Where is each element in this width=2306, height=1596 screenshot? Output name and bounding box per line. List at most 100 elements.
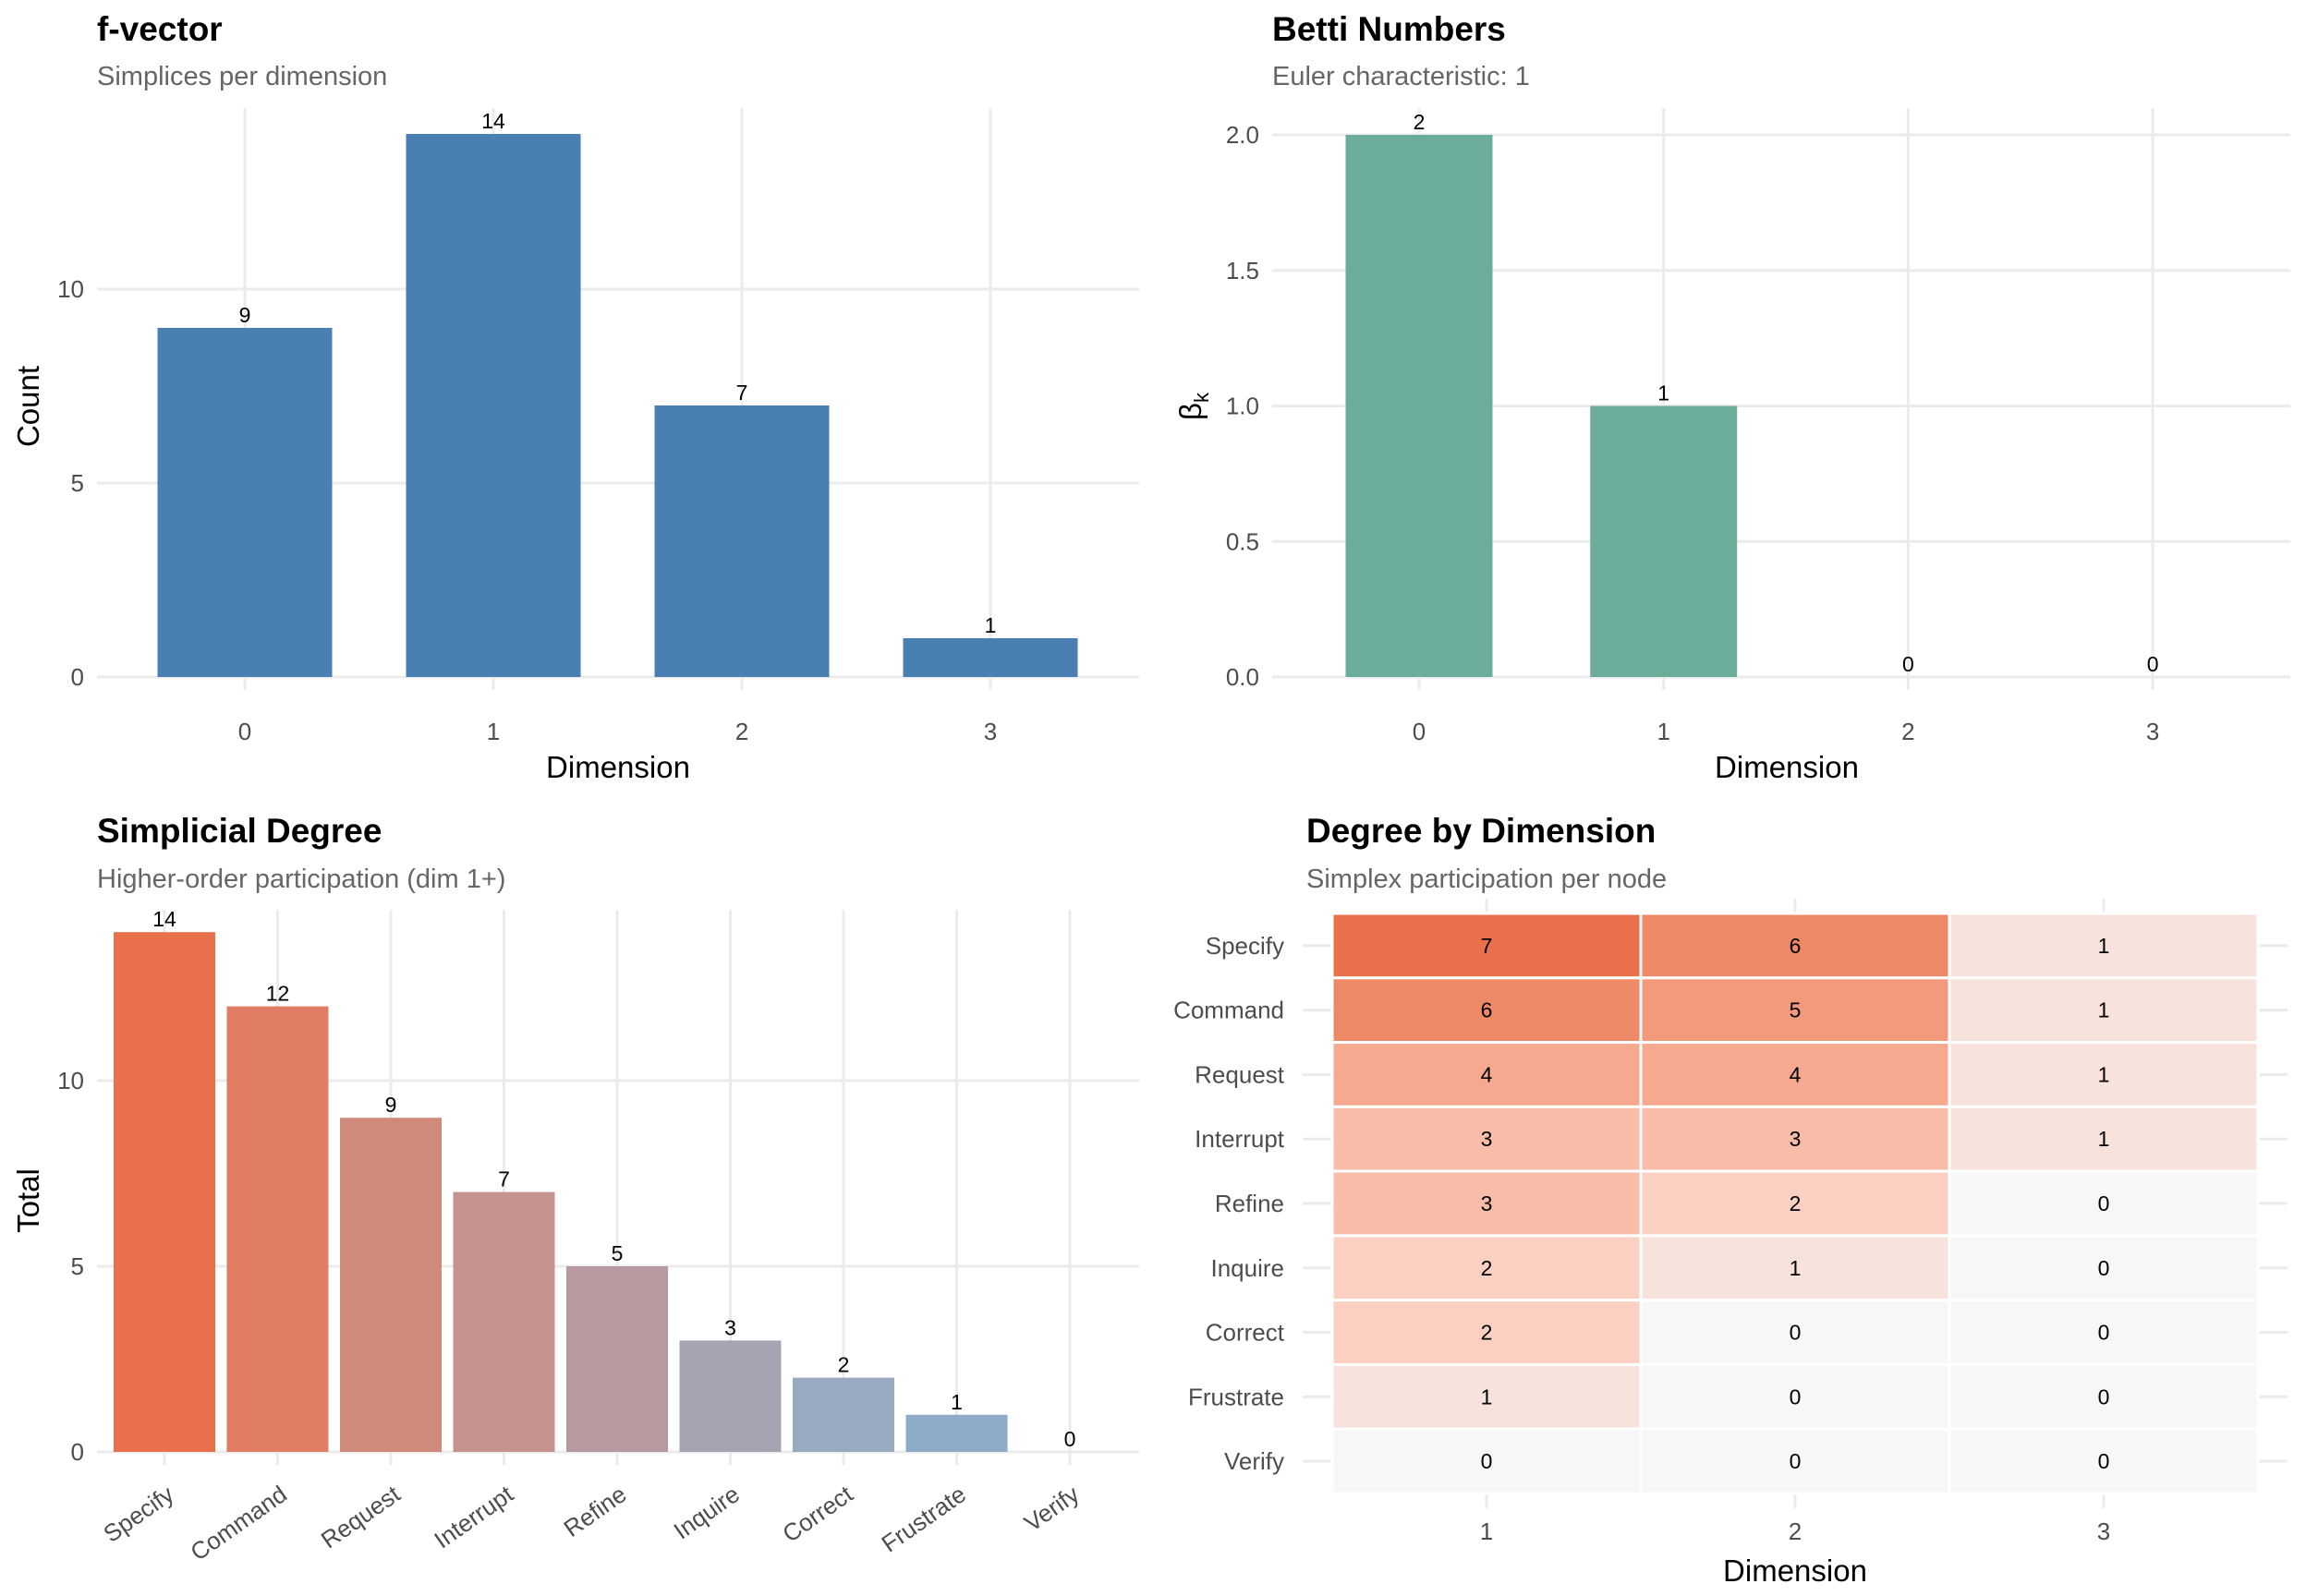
heatmap-cell	[1639, 1105, 1951, 1173]
heatmap-cell-value: 2	[1481, 1256, 1493, 1280]
heatmap-cell	[1330, 1427, 1643, 1495]
heatmap-cell	[1330, 912, 1643, 980]
y-tick-label: Verify	[1224, 1447, 1284, 1475]
betti-x-axis-title: Dimension	[1715, 750, 1859, 784]
heatmap-cell	[1948, 912, 2260, 980]
x-tick-label: 2	[1901, 718, 1914, 745]
heatmap-cell	[1948, 1169, 2260, 1238]
heatmap-x-ticks: 1 2 3	[1480, 1517, 2110, 1545]
x-tick-label: Refine	[559, 1480, 632, 1542]
panel-betti: Betti Numbers Euler characteristic: 1 2 1…	[1173, 10, 2290, 784]
heatmap-cell	[1948, 976, 2260, 1045]
degree-data-labels: 14 12 9 7 5 3 2 1 0	[152, 907, 1075, 1451]
data-label: 2	[838, 1353, 850, 1377]
y-tick-label: Specify	[1206, 932, 1284, 960]
data-label: 12	[266, 982, 290, 1006]
fvector-y-ticks: 0 5 10	[57, 275, 84, 691]
degree-y-axis-title: Total	[11, 1168, 45, 1233]
data-label: 2	[1414, 110, 1426, 134]
heatmap-cell-value: 1	[1790, 1256, 1802, 1280]
y-tick-label: 1.0	[1226, 393, 1259, 420]
y-tick-label: 5	[71, 469, 84, 497]
x-tick-label: 3	[2097, 1517, 2110, 1545]
heatmap-title: Degree by Dimension	[1306, 812, 1656, 850]
heatmap-cell	[1639, 1234, 1951, 1302]
heatmap-cells: 7 6 1 6 5 1 4 4 1 3 3 1 3 2 0 2 1 0 2 0 0 1 0 0 0 0 0	[1330, 912, 2260, 1495]
degree-subtitle: Higher-order participation (dim 1+)	[97, 864, 505, 894]
y-tick-label: 1.5	[1226, 257, 1259, 284]
fvector-title: f-vector	[97, 10, 223, 48]
x-tick-label: 1	[487, 718, 500, 745]
heatmap-cell	[1948, 1427, 2260, 1495]
betti-y-axis-title: βk	[1173, 392, 1213, 420]
bar-correct	[793, 1377, 894, 1452]
x-tick-label: 2	[735, 718, 748, 745]
x-tick-label: Verify	[1019, 1480, 1084, 1537]
bar-frustrate	[905, 1414, 1008, 1452]
y-tick-label: Correct	[1206, 1319, 1285, 1347]
panel-fvector: f-vector Simplices per dimension 9 14 7 1 0…	[11, 10, 1139, 784]
y-tick-label: Frustrate	[1188, 1383, 1284, 1410]
heatmap-cell-value: 2	[1481, 1321, 1493, 1345]
x-tick-label: Interrupt	[429, 1480, 518, 1554]
heatmap-cell-value: 3	[1481, 1191, 1493, 1215]
heatmap-cell-value: 4	[1790, 1062, 1802, 1086]
x-tick-label: 3	[2146, 718, 2159, 745]
fvector-x-axis-title: Dimension	[546, 750, 690, 784]
data-label: 14	[152, 907, 176, 931]
x-tick-label: Inquire	[669, 1480, 745, 1544]
betti-y-axis-subscript: k	[1190, 392, 1213, 403]
heatmap-cell	[1948, 1362, 2260, 1431]
heatmap-cell-value: 0	[2098, 1256, 2110, 1280]
bar-request	[340, 1118, 442, 1452]
y-tick-label: Request	[1195, 1060, 1285, 1088]
heatmap-cell-value: 0	[1481, 1449, 1493, 1473]
data-label: 5	[612, 1241, 624, 1265]
heatmap-cell-value: 0	[1790, 1321, 1802, 1345]
x-tick-label: 0	[1413, 718, 1426, 745]
heatmap-cell	[1330, 1105, 1643, 1173]
fvector-y-axis-title: Count	[11, 366, 45, 447]
heatmap-cell-value: 1	[2098, 1127, 2110, 1151]
y-tick-label: 0.5	[1226, 527, 1259, 555]
heatmap-cell	[1948, 1105, 2260, 1173]
degree-x-ticks: Specify Command Request Interrupt Refine Inqu…	[98, 1480, 1084, 1566]
heatmap-x-axis-title: Dimension	[1723, 1554, 1867, 1588]
betti-title: Betti Numbers	[1272, 10, 1506, 48]
betti-x-ticks: 0 1 2 3	[1413, 718, 2160, 745]
y-tick-label: 10	[57, 1067, 84, 1094]
data-label: 7	[498, 1167, 510, 1191]
x-tick-label: 3	[984, 718, 997, 745]
heatmap-cell	[1330, 1041, 1643, 1108]
data-label: 7	[736, 381, 748, 405]
heatmap-cell	[1948, 1041, 2260, 1108]
x-tick-label: 1	[1480, 1517, 1493, 1545]
bar-3	[903, 638, 1078, 677]
heatmap-cell-value: 2	[1790, 1191, 1802, 1215]
heatmap-cell-value: 0	[2098, 1321, 2110, 1345]
x-tick-label: Request	[316, 1480, 406, 1554]
y-tick-label: Refine	[1215, 1190, 1284, 1217]
bar-specify	[114, 932, 215, 1452]
fvector-bars	[157, 134, 1078, 677]
x-tick-label: 0	[238, 718, 251, 745]
x-tick-label: Frustrate	[877, 1480, 971, 1557]
bar-0	[1345, 135, 1493, 677]
y-tick-label: 0	[71, 1438, 84, 1466]
data-label: 9	[239, 303, 251, 327]
heatmap-cell	[1330, 1234, 1643, 1302]
x-tick-label: Command	[185, 1480, 291, 1566]
y-tick-label: 10	[57, 275, 84, 303]
data-label: 14	[481, 109, 505, 133]
heatmap-cell-value: 3	[1790, 1127, 1802, 1151]
fvector-data-labels: 9 14 7 1	[239, 109, 997, 637]
bar-command	[226, 1006, 329, 1452]
heatmap-cell-value: 1	[2098, 934, 2110, 958]
y-tick-label: Inquire	[1211, 1254, 1285, 1282]
data-label: 0	[1064, 1427, 1076, 1451]
data-label: 3	[724, 1315, 736, 1339]
y-tick-label: Command	[1173, 997, 1284, 1024]
heatmap-cell	[1639, 1041, 1951, 1108]
panel-heatmap: Degree by Dimension Simplex participatio…	[1173, 812, 2288, 1588]
